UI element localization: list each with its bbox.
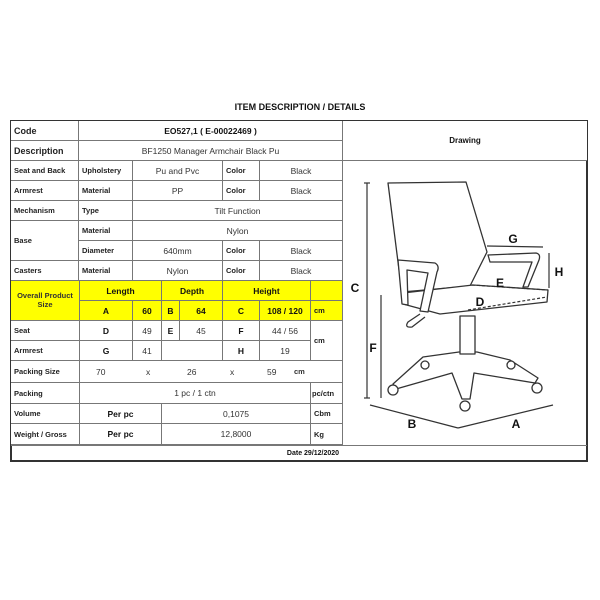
diameter-label: Diameter [79, 241, 133, 261]
dim-e-value: 45 [180, 321, 223, 341]
base-material: Nylon [133, 221, 343, 241]
armrest-label: Armrest [11, 181, 79, 201]
dim-g-value: 41 [133, 341, 162, 361]
base-label: Base [11, 221, 79, 261]
material-label: Material [79, 221, 133, 241]
depth-header: Depth [162, 281, 223, 301]
description-label: Description [11, 141, 79, 161]
dim-a-value: 60 [133, 301, 162, 321]
color-value: Black [260, 181, 343, 201]
packing-length: 70 [96, 366, 106, 377]
upholstery-value: Pu and Pvc [133, 161, 223, 181]
dim-e: E [162, 321, 180, 341]
dim-c: C [223, 301, 260, 321]
dim-h-value: 19 [260, 341, 311, 361]
armrest-dims-label: Armrest [11, 341, 80, 361]
times-sign: x [230, 366, 235, 377]
color-value: Black [260, 241, 343, 261]
color-value: Black [260, 161, 343, 181]
divider [342, 361, 343, 383]
armrest-material: PP [133, 181, 223, 201]
mechanism-value: Tilt Function [133, 201, 343, 221]
divider [11, 445, 587, 446]
volume-value: 0,1075 [162, 404, 311, 424]
volume-label: Volume [11, 404, 80, 424]
color-value: Black [260, 261, 343, 281]
code-value: EO527,1 ( E-00022469 ) [79, 121, 343, 141]
color-label: Color [223, 261, 260, 281]
seat-label: Seat [11, 321, 80, 341]
times-sign: x [146, 366, 151, 377]
dim-g: G [80, 341, 133, 361]
weight-unit: Kg [311, 424, 343, 445]
packing-size-row: 70 x 26 x 59 cm [80, 361, 343, 383]
dim-f-value: 44 / 56 [260, 321, 311, 341]
drawing-label: Drawing [343, 121, 587, 161]
packing-label: Packing [11, 383, 80, 404]
dim-a: A [80, 301, 133, 321]
dim-b-value: 64 [180, 301, 223, 321]
dim-c-value: 108 / 120 [260, 301, 311, 321]
packing-width: 26 [187, 366, 197, 377]
material-label: Material [79, 261, 133, 281]
type-label: Type [79, 201, 133, 221]
dim-d: D [80, 321, 133, 341]
color-label: Color [223, 161, 260, 181]
upholstery-label: Upholstery [79, 161, 133, 181]
packing-height: 59 [267, 366, 277, 377]
material-label: Material [79, 181, 133, 201]
weight-label: Weight / Gross [11, 424, 80, 445]
blank-cell [311, 281, 343, 301]
packing-size-unit: cm [294, 367, 305, 376]
dim-d-value: 49 [133, 321, 162, 341]
casters-label: Casters [11, 261, 79, 281]
packing-value: 1 pc / 1 ctn [80, 383, 311, 404]
blank-cell [162, 341, 223, 361]
volume-per: Per pc [80, 404, 162, 424]
dim-h: H [223, 341, 260, 361]
dim-f: F [223, 321, 260, 341]
weight-value: 12,8000 [162, 424, 311, 445]
description-value: BF1250 Manager Armchair Black Pu [79, 141, 343, 161]
overall-size-label: Overall Product Size [11, 281, 80, 321]
packing-unit: pc/ctn [311, 383, 343, 404]
color-label: Color [223, 241, 260, 261]
unit-label: cm [311, 321, 343, 361]
length-header: Length [80, 281, 162, 301]
mechanism-label: Mechanism [11, 201, 79, 221]
page-title: ITEM DESCRIPTION / DETAILS [234, 102, 366, 112]
date-label: Date 29/12/2020 [286, 449, 340, 457]
volume-unit: Cbm [311, 404, 343, 424]
seat-back-label: Seat and Back [11, 161, 79, 181]
height-header: Height [223, 281, 311, 301]
weight-per: Per pc [80, 424, 162, 445]
code-label: Code [11, 121, 79, 141]
packing-size-label: Packing Size [11, 361, 80, 383]
dim-b: B [162, 301, 180, 321]
diameter-value: 640mm [133, 241, 223, 261]
casters-material: Nylon [133, 261, 223, 281]
unit-label: cm [311, 301, 343, 321]
color-label: Color [223, 181, 260, 201]
